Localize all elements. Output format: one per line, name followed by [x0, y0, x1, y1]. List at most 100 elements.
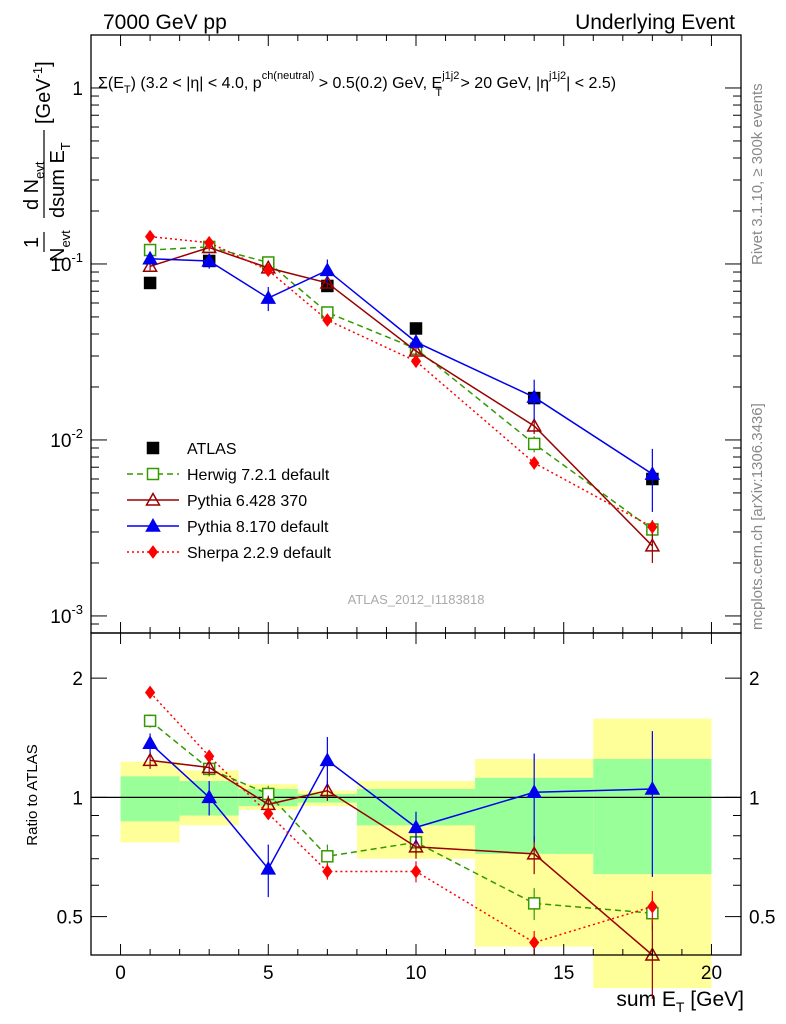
- main-point-0-0: [143, 276, 157, 290]
- main-point-2-5: [526, 417, 542, 432]
- header-left: 7000 GeV pp: [103, 11, 227, 34]
- main-point-4-5: [529, 456, 540, 470]
- x-axis-label: sum ET [GeV]: [616, 988, 744, 1015]
- mcplots-credit: mcplots.cern.ch [arXiv:1306.3436]: [749, 403, 766, 630]
- analysis-watermark: ATLAS_2012_I1183818: [348, 592, 485, 607]
- ratio-y-tick-label-left-0: 0.5: [57, 908, 83, 929]
- main-point-4-4: [410, 354, 422, 369]
- ratio-point-3-1: [204, 749, 215, 764]
- ratio-y-tick-label-right-2: 2: [749, 669, 760, 690]
- main-point-3-3: [319, 262, 336, 277]
- legend-label-3: Pythia 8.170 default: [187, 519, 329, 536]
- main-point-4-0: [144, 229, 156, 244]
- header-right: Underlying Event: [575, 11, 735, 34]
- x-tick-label-1: 5: [263, 963, 274, 984]
- ratio-point-2-4: [408, 819, 424, 834]
- main-point-3-1: [201, 252, 217, 267]
- legend-entry-2: Pythia 6.428 370: [127, 491, 307, 510]
- x-tick-label-2: 10: [405, 963, 426, 984]
- svg-text:[GeV-1]: [GeV-1]: [30, 61, 55, 124]
- main-series-3: [142, 250, 661, 512]
- main-title: Σ(ET) (3.2 < |η| < 4.0, pch(neutral) > 0…: [98, 70, 616, 99]
- main-point-2-1: [201, 239, 217, 254]
- x-ticks: 0 5 10 15 20: [90, 35, 742, 984]
- main-y-ticks: 10-3 10-2 10-1 1: [50, 34, 741, 634]
- ratio-point-3-4: [410, 864, 422, 879]
- svg-text:d Nevt: d Nevt: [21, 161, 47, 210]
- main-y-tick-label-1: 10-2: [50, 426, 83, 452]
- main-line-1: [150, 246, 653, 531]
- ratio-point-2-1: [201, 789, 217, 804]
- legend-marker-3: [145, 517, 161, 532]
- ratio-point-2-6: [644, 780, 661, 795]
- main-point-4-1: [204, 235, 215, 250]
- ratio-point-1-6: [644, 946, 661, 961]
- ratio-point-1-1: [201, 759, 217, 774]
- ratio-point-2-0: [142, 735, 158, 749]
- main-series-2: [142, 239, 661, 563]
- legend-label-1: Herwig 7.2.1 default: [187, 467, 330, 484]
- ratio-point-2-2: [260, 860, 277, 875]
- ratio-point-0-0: [143, 714, 157, 728]
- main-y-tick-label-3: 1: [72, 79, 83, 100]
- ratio-point-3-0: [144, 685, 156, 700]
- ratio-y-tick-label-left-2: 2: [72, 669, 83, 690]
- legend-entry-1: Herwig 7.2.1 default: [127, 467, 330, 484]
- ratio-y-ticks: 0.5 0.5 1 1 2 2: [57, 669, 775, 956]
- legend-entry-3: Pythia 8.170 default: [127, 517, 329, 536]
- main-point-4-2: [263, 263, 274, 278]
- ratio-y-label: Ratio to ATLAS: [24, 744, 41, 845]
- legend-entry-4: Sherpa 2.2.9 default: [127, 545, 332, 562]
- main-point-3-0: [142, 250, 158, 265]
- main-point-3-4: [408, 334, 424, 348]
- main-point-2-0: [142, 258, 158, 273]
- legend-label-2: Pythia 6.428 370: [187, 493, 307, 510]
- ratio-series-2: [142, 731, 661, 898]
- legend-marker-1: [146, 467, 160, 481]
- ratio-point-3-2: [263, 806, 274, 821]
- main-point-4-6: [647, 520, 658, 534]
- svg-text:1: 1: [21, 237, 43, 248]
- main-point-3-5: [526, 389, 542, 403]
- legend-label-4: Sherpa 2.2.9 default: [187, 545, 332, 562]
- legend: ATLAS Herwig 7.2.1 default Pythia 6.428 37…: [127, 441, 332, 562]
- main-point-4-3: [322, 313, 333, 327]
- ratio-y-tick-label-right-1: 1: [749, 788, 760, 809]
- main-point-3-2: [260, 290, 277, 304]
- ratio-point-3-5: [529, 935, 540, 950]
- ratio-point-1-0: [142, 752, 158, 767]
- ratio-point-0-3: [321, 850, 334, 863]
- ratio-point-0-5: [527, 897, 541, 910]
- legend-marker-2: [145, 491, 161, 506]
- ratio-panel: [90, 632, 742, 999]
- x-tick-label-0: 0: [115, 963, 126, 984]
- rivet-credit: Rivet 3.1.10, ≥ 300k events: [749, 83, 766, 265]
- main-y-tick-label-0: 10-3: [50, 602, 83, 628]
- ratio-series-1: [142, 752, 661, 999]
- ratio-series-3: [144, 685, 658, 955]
- band-inner-0: [120, 776, 180, 822]
- ratio-y-tick-label-right-0: 0.5: [749, 908, 775, 929]
- main-panel: [90, 34, 742, 634]
- ratio-point-2-5: [526, 784, 542, 799]
- main-point-1-5: [527, 437, 541, 451]
- main-series-4: [144, 229, 658, 535]
- legend-label-0: ATLAS: [187, 441, 237, 458]
- ratio-point-2-3: [319, 752, 336, 767]
- x-tick-label-4: 20: [701, 963, 722, 984]
- ratio-point-1-4: [408, 838, 424, 853]
- legend-entry-0: ATLAS: [146, 441, 237, 458]
- main-y-label: 1 Nevt d Nevt dsum ET [GeV-1]: [21, 61, 73, 262]
- ratio-point-1-3: [319, 782, 336, 797]
- legend-marker-4: [147, 545, 159, 559]
- legend-marker-0: [146, 441, 160, 455]
- ratio-y-tick-label-left-1: 1: [72, 788, 83, 809]
- ratio-point-3-3: [322, 864, 333, 879]
- main-point-2-6: [644, 537, 661, 552]
- main-point-2-3: [319, 274, 336, 289]
- svg-text:dsum ET: dsum ET: [47, 142, 73, 218]
- ratio-point-1-5: [526, 845, 542, 860]
- main-point-0-4: [409, 322, 423, 335]
- x-tick-label-3: 15: [553, 963, 574, 984]
